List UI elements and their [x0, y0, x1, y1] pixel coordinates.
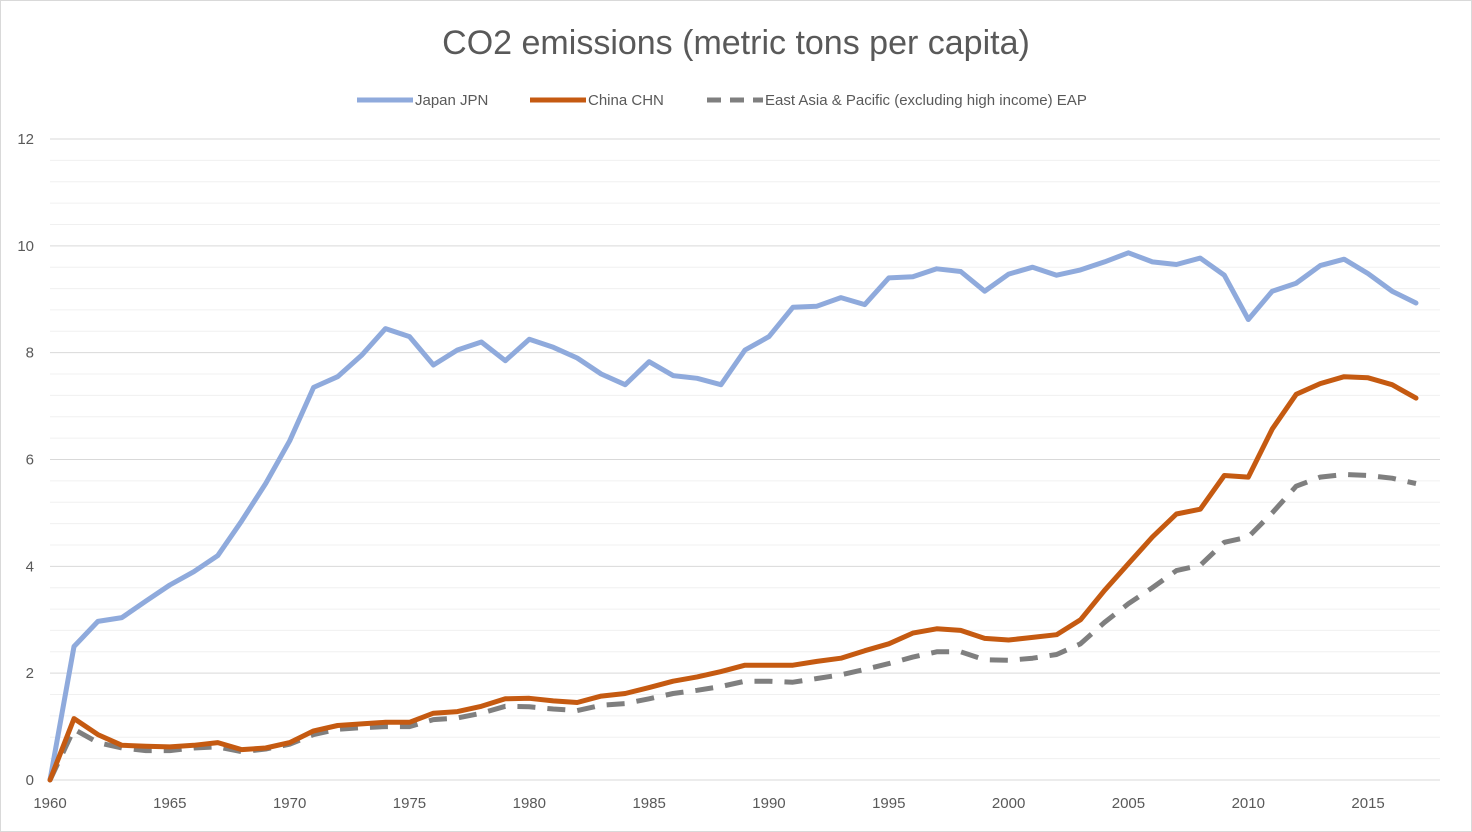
series-line-2 [47, 472, 1417, 782]
y-axis-ticks: 0 2 4 6 8 10 12 [17, 131, 34, 789]
y-tick-label: 2 [26, 665, 34, 682]
y-tick-label: 0 [26, 772, 34, 789]
x-tick-label: 1975 [393, 795, 426, 812]
x-tick-label: 2005 [1112, 795, 1145, 812]
y-tick-label: 12 [17, 131, 34, 148]
series-line-1 [47, 374, 1419, 783]
gridlines [50, 138, 1440, 781]
y-tick-label: 4 [26, 558, 34, 575]
legend-label: Japan JPN [415, 92, 488, 109]
y-tick-label: 6 [26, 452, 34, 469]
legend-label: East Asia & Pacific (excluding high inco… [765, 92, 1087, 109]
x-tick-label: 1980 [513, 795, 546, 812]
x-tick-label: 1985 [632, 795, 665, 812]
y-tick-label: 10 [17, 238, 34, 255]
x-tick-label: 1965 [153, 795, 186, 812]
series-lines [47, 250, 1419, 783]
chart-title: CO2 emissions (metric tons per capita) [442, 24, 1030, 62]
legend: Japan JPN China CHN East Asia & Pacific (e… [357, 92, 1087, 109]
legend-label: China CHN [588, 92, 664, 109]
x-tick-label: 1960 [33, 795, 66, 812]
x-tick-label: 1995 [872, 795, 905, 812]
x-tick-label: 1970 [273, 795, 306, 812]
x-tick-label: 1990 [752, 795, 785, 812]
series-line-0 [47, 250, 1419, 783]
x-tick-label: 2015 [1351, 795, 1384, 812]
x-tick-label: 2000 [992, 795, 1025, 812]
x-axis-ticks: 1960 1965 1970 1975 1980 1985 1990 1995 2000 2005… [33, 795, 1384, 812]
y-tick-label: 8 [26, 345, 34, 362]
x-tick-label: 2010 [1232, 795, 1265, 812]
